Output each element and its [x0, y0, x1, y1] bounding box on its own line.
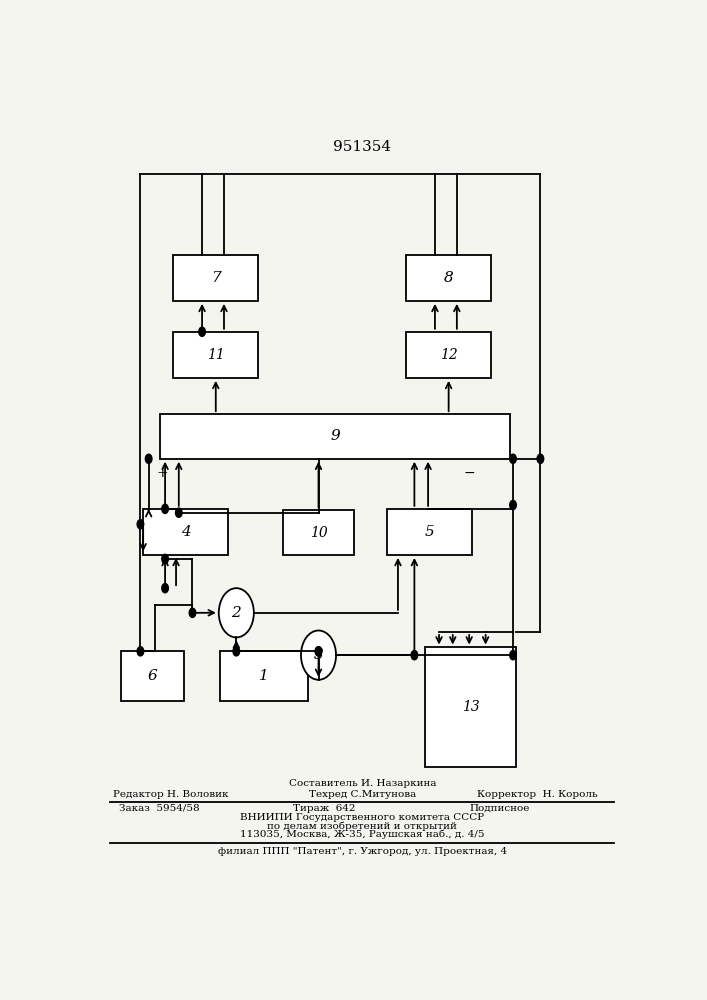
Bar — [144, 509, 228, 555]
Text: 4: 4 — [181, 525, 190, 539]
Circle shape — [510, 651, 516, 660]
Circle shape — [162, 584, 168, 593]
Text: Заказ  5954/58: Заказ 5954/58 — [119, 804, 200, 813]
Bar — [173, 255, 258, 301]
Text: −: − — [463, 466, 475, 480]
Text: 10: 10 — [310, 526, 327, 540]
Text: ВНИИПИ Государственного комитета СССР: ВНИИПИ Государственного комитета СССР — [240, 813, 484, 822]
Circle shape — [315, 647, 322, 656]
Circle shape — [411, 651, 418, 660]
Circle shape — [315, 647, 322, 656]
Text: 8: 8 — [444, 271, 453, 285]
Circle shape — [146, 454, 152, 463]
Circle shape — [175, 508, 182, 517]
Text: 5: 5 — [425, 525, 434, 539]
Circle shape — [537, 454, 544, 463]
Text: 2: 2 — [231, 606, 241, 620]
Text: Корректор  Н. Король: Корректор Н. Король — [477, 790, 598, 799]
Circle shape — [162, 554, 168, 564]
Circle shape — [199, 327, 205, 336]
Text: 6: 6 — [148, 669, 158, 683]
Text: Составитель И. Назаркина: Составитель И. Назаркина — [288, 779, 436, 788]
Circle shape — [189, 608, 196, 617]
Circle shape — [218, 588, 254, 637]
Circle shape — [301, 631, 336, 680]
Text: 11: 11 — [207, 348, 225, 362]
Text: 12: 12 — [440, 348, 457, 362]
Text: 3: 3 — [314, 648, 323, 662]
Text: 951354: 951354 — [333, 140, 392, 154]
Circle shape — [233, 647, 240, 656]
Circle shape — [137, 520, 144, 529]
Bar — [387, 509, 472, 555]
Text: Подписное: Подписное — [469, 804, 530, 813]
Text: 7: 7 — [211, 271, 221, 285]
Circle shape — [510, 500, 516, 510]
Circle shape — [510, 454, 516, 463]
Text: Тираж  642: Тираж 642 — [293, 804, 355, 813]
Text: 9: 9 — [330, 429, 340, 443]
Bar — [122, 651, 185, 701]
Bar — [283, 510, 354, 555]
Text: по делам изобретений и открытий: по делам изобретений и открытий — [267, 821, 457, 831]
Text: 13: 13 — [462, 700, 479, 714]
Bar — [407, 255, 491, 301]
Circle shape — [162, 504, 168, 513]
Text: Редактор Н. Воловик: Редактор Н. Воловик — [113, 790, 228, 799]
Bar — [220, 651, 308, 701]
Bar — [407, 332, 491, 378]
Text: Техред С.Митунова: Техред С.Митунова — [309, 790, 416, 799]
Bar — [173, 332, 258, 378]
Bar — [160, 414, 510, 459]
Text: +: + — [156, 466, 168, 480]
Bar — [426, 647, 516, 767]
Text: 1: 1 — [259, 669, 269, 683]
Text: 113035, Москва, Ж-35, Раушская наб., д. 4/5: 113035, Москва, Ж-35, Раушская наб., д. … — [240, 830, 484, 839]
Text: филиал ППП "Патент", г. Ужгород, ул. Проектная, 4: филиал ППП "Патент", г. Ужгород, ул. Про… — [218, 847, 507, 856]
Circle shape — [137, 647, 144, 656]
